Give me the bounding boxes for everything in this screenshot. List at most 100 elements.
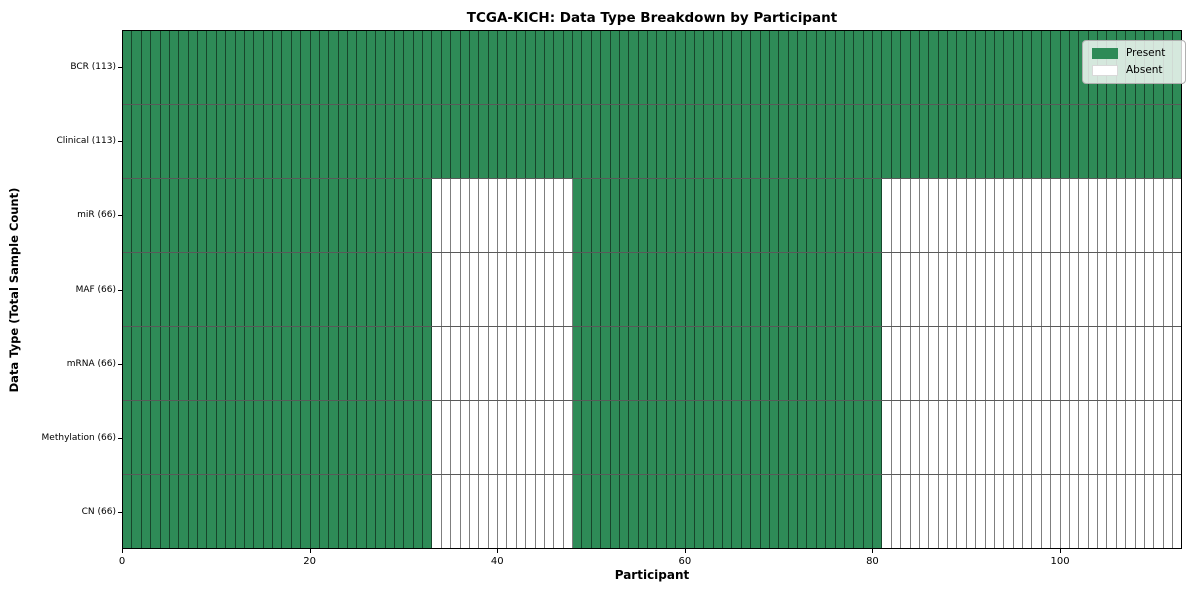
heatmap-cell bbox=[1079, 327, 1089, 400]
heatmap-cell bbox=[526, 105, 536, 178]
heatmap-cell bbox=[366, 401, 377, 474]
heatmap-cell bbox=[929, 31, 939, 104]
heatmap-cell bbox=[966, 179, 977, 252]
heatmap-cell bbox=[1013, 327, 1023, 400]
heatmap-cell bbox=[198, 253, 208, 326]
heatmap-cell bbox=[198, 31, 208, 104]
heatmap-cell bbox=[1032, 253, 1042, 326]
heatmap-cell bbox=[1004, 179, 1014, 252]
heatmap-cell bbox=[460, 105, 470, 178]
heatmap-cell bbox=[591, 105, 602, 178]
heatmap-cell bbox=[460, 475, 470, 548]
heatmap-cell bbox=[910, 179, 920, 252]
heatmap-cell bbox=[376, 401, 386, 474]
heatmap-cell bbox=[779, 179, 789, 252]
heatmap-cell bbox=[151, 253, 161, 326]
heatmap-cell bbox=[544, 105, 555, 178]
heatmap-cell bbox=[910, 401, 920, 474]
heatmap-cell bbox=[619, 253, 630, 326]
heatmap-cell bbox=[638, 105, 648, 178]
heatmap-cell bbox=[516, 31, 527, 104]
heatmap-cell bbox=[938, 327, 948, 400]
heatmap-cell bbox=[666, 31, 677, 104]
heatmap-cell bbox=[460, 401, 470, 474]
heatmap-cell bbox=[844, 253, 855, 326]
heatmap-cell bbox=[319, 475, 330, 548]
heatmap-cell bbox=[273, 475, 283, 548]
heatmap-cell bbox=[198, 327, 208, 400]
heatmap-cell bbox=[394, 253, 405, 326]
heatmap-cell bbox=[1013, 179, 1023, 252]
heatmap-cell bbox=[1004, 105, 1014, 178]
heatmap-cell bbox=[1023, 327, 1033, 400]
heatmap-cell bbox=[1088, 105, 1098, 178]
heatmap-cell bbox=[1098, 475, 1108, 548]
heatmap-cell bbox=[1163, 253, 1173, 326]
heatmap-cell bbox=[573, 179, 583, 252]
heatmap-cell bbox=[807, 105, 817, 178]
heatmap-cell bbox=[366, 327, 377, 400]
heatmap-cell bbox=[816, 179, 827, 252]
heatmap-cell bbox=[1163, 327, 1173, 400]
heatmap-cell bbox=[526, 401, 536, 474]
heatmap-cell bbox=[319, 105, 330, 178]
heatmap-cell bbox=[1032, 401, 1042, 474]
heatmap-cell bbox=[779, 327, 789, 400]
heatmap-cell bbox=[816, 105, 827, 178]
heatmap-cell bbox=[873, 179, 883, 252]
heatmap-cell bbox=[282, 105, 292, 178]
heatmap-cell bbox=[966, 253, 977, 326]
heatmap-cell bbox=[826, 253, 836, 326]
heatmap-cell bbox=[948, 401, 958, 474]
heatmap-cell bbox=[723, 105, 733, 178]
heatmap-cell bbox=[610, 179, 620, 252]
heatmap-cell bbox=[423, 179, 433, 252]
heatmap-cell bbox=[329, 475, 339, 548]
heatmap-cell bbox=[1032, 327, 1042, 400]
heatmap-cell bbox=[451, 475, 461, 548]
heatmap-cell bbox=[732, 327, 742, 400]
y-tick-label-CN: CN (66) bbox=[81, 506, 116, 517]
heatmap-cell bbox=[226, 105, 236, 178]
heatmap-cell bbox=[741, 105, 752, 178]
heatmap-row-Methylation bbox=[123, 401, 1182, 475]
heatmap-cell bbox=[432, 401, 442, 474]
heatmap-cell bbox=[1154, 105, 1164, 178]
heatmap-cell bbox=[198, 401, 208, 474]
heatmap-cell bbox=[535, 327, 545, 400]
heatmap-cell bbox=[1004, 253, 1014, 326]
heatmap-cell bbox=[226, 31, 236, 104]
heatmap-cell bbox=[188, 475, 198, 548]
heatmap-cell bbox=[357, 327, 367, 400]
heatmap-cell bbox=[694, 401, 705, 474]
heatmap-cell bbox=[1144, 327, 1155, 400]
y-tick-label-miR: miR (66) bbox=[77, 210, 116, 221]
heatmap-cell bbox=[244, 179, 255, 252]
heatmap-cell bbox=[488, 31, 498, 104]
heatmap-cell bbox=[694, 31, 705, 104]
heatmap-cell bbox=[516, 179, 527, 252]
heatmap-cell bbox=[198, 475, 208, 548]
heatmap-cell bbox=[844, 105, 855, 178]
heatmap-cell bbox=[526, 475, 536, 548]
heatmap-cell bbox=[507, 327, 517, 400]
heatmap-cell bbox=[1088, 475, 1098, 548]
heatmap-cell bbox=[1135, 475, 1145, 548]
heatmap-cell bbox=[1023, 31, 1033, 104]
y-tick-label-MAF: MAF (66) bbox=[75, 284, 116, 295]
heatmap-cell bbox=[901, 253, 911, 326]
heatmap-cell bbox=[1154, 253, 1164, 326]
heatmap-cell bbox=[582, 401, 592, 474]
heatmap-cell bbox=[882, 401, 892, 474]
heatmap-cell bbox=[385, 475, 395, 548]
heatmap-cell bbox=[179, 179, 189, 252]
heatmap-cell bbox=[1013, 253, 1023, 326]
heatmap-cell bbox=[460, 179, 470, 252]
heatmap-cell bbox=[1144, 179, 1155, 252]
heatmap-cell bbox=[235, 327, 245, 400]
heatmap-cell bbox=[291, 475, 302, 548]
heatmap-cell bbox=[769, 105, 780, 178]
heatmap-cell bbox=[160, 179, 170, 252]
heatmap-cell bbox=[413, 253, 423, 326]
heatmap-cell bbox=[198, 105, 208, 178]
